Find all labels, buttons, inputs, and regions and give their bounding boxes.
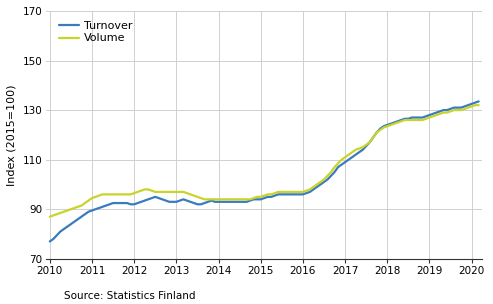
Volume (71, 206, 77, 210)
Text: Source: Statistics Finland: Source: Statistics Finland (64, 291, 196, 301)
Turnover (170, 200, 176, 204)
Volume (47, 215, 53, 219)
Volume (89, 196, 95, 200)
Volume (170, 190, 176, 194)
Turnover (395, 119, 401, 123)
Volume (233, 198, 239, 201)
Turnover (71, 220, 77, 223)
Turnover (476, 100, 482, 103)
Volume (395, 121, 401, 124)
Turnover (89, 209, 95, 212)
Turnover (233, 200, 239, 204)
Volume (96, 194, 102, 197)
Y-axis label: Index (2015=100): Index (2015=100) (7, 84, 17, 186)
Turnover (47, 240, 53, 243)
Line: Turnover: Turnover (50, 102, 479, 241)
Line: Volume: Volume (50, 105, 479, 217)
Volume (472, 103, 478, 107)
Volume (476, 103, 482, 107)
Legend: Turnover, Volume: Turnover, Volume (56, 19, 135, 46)
Turnover (96, 206, 102, 210)
